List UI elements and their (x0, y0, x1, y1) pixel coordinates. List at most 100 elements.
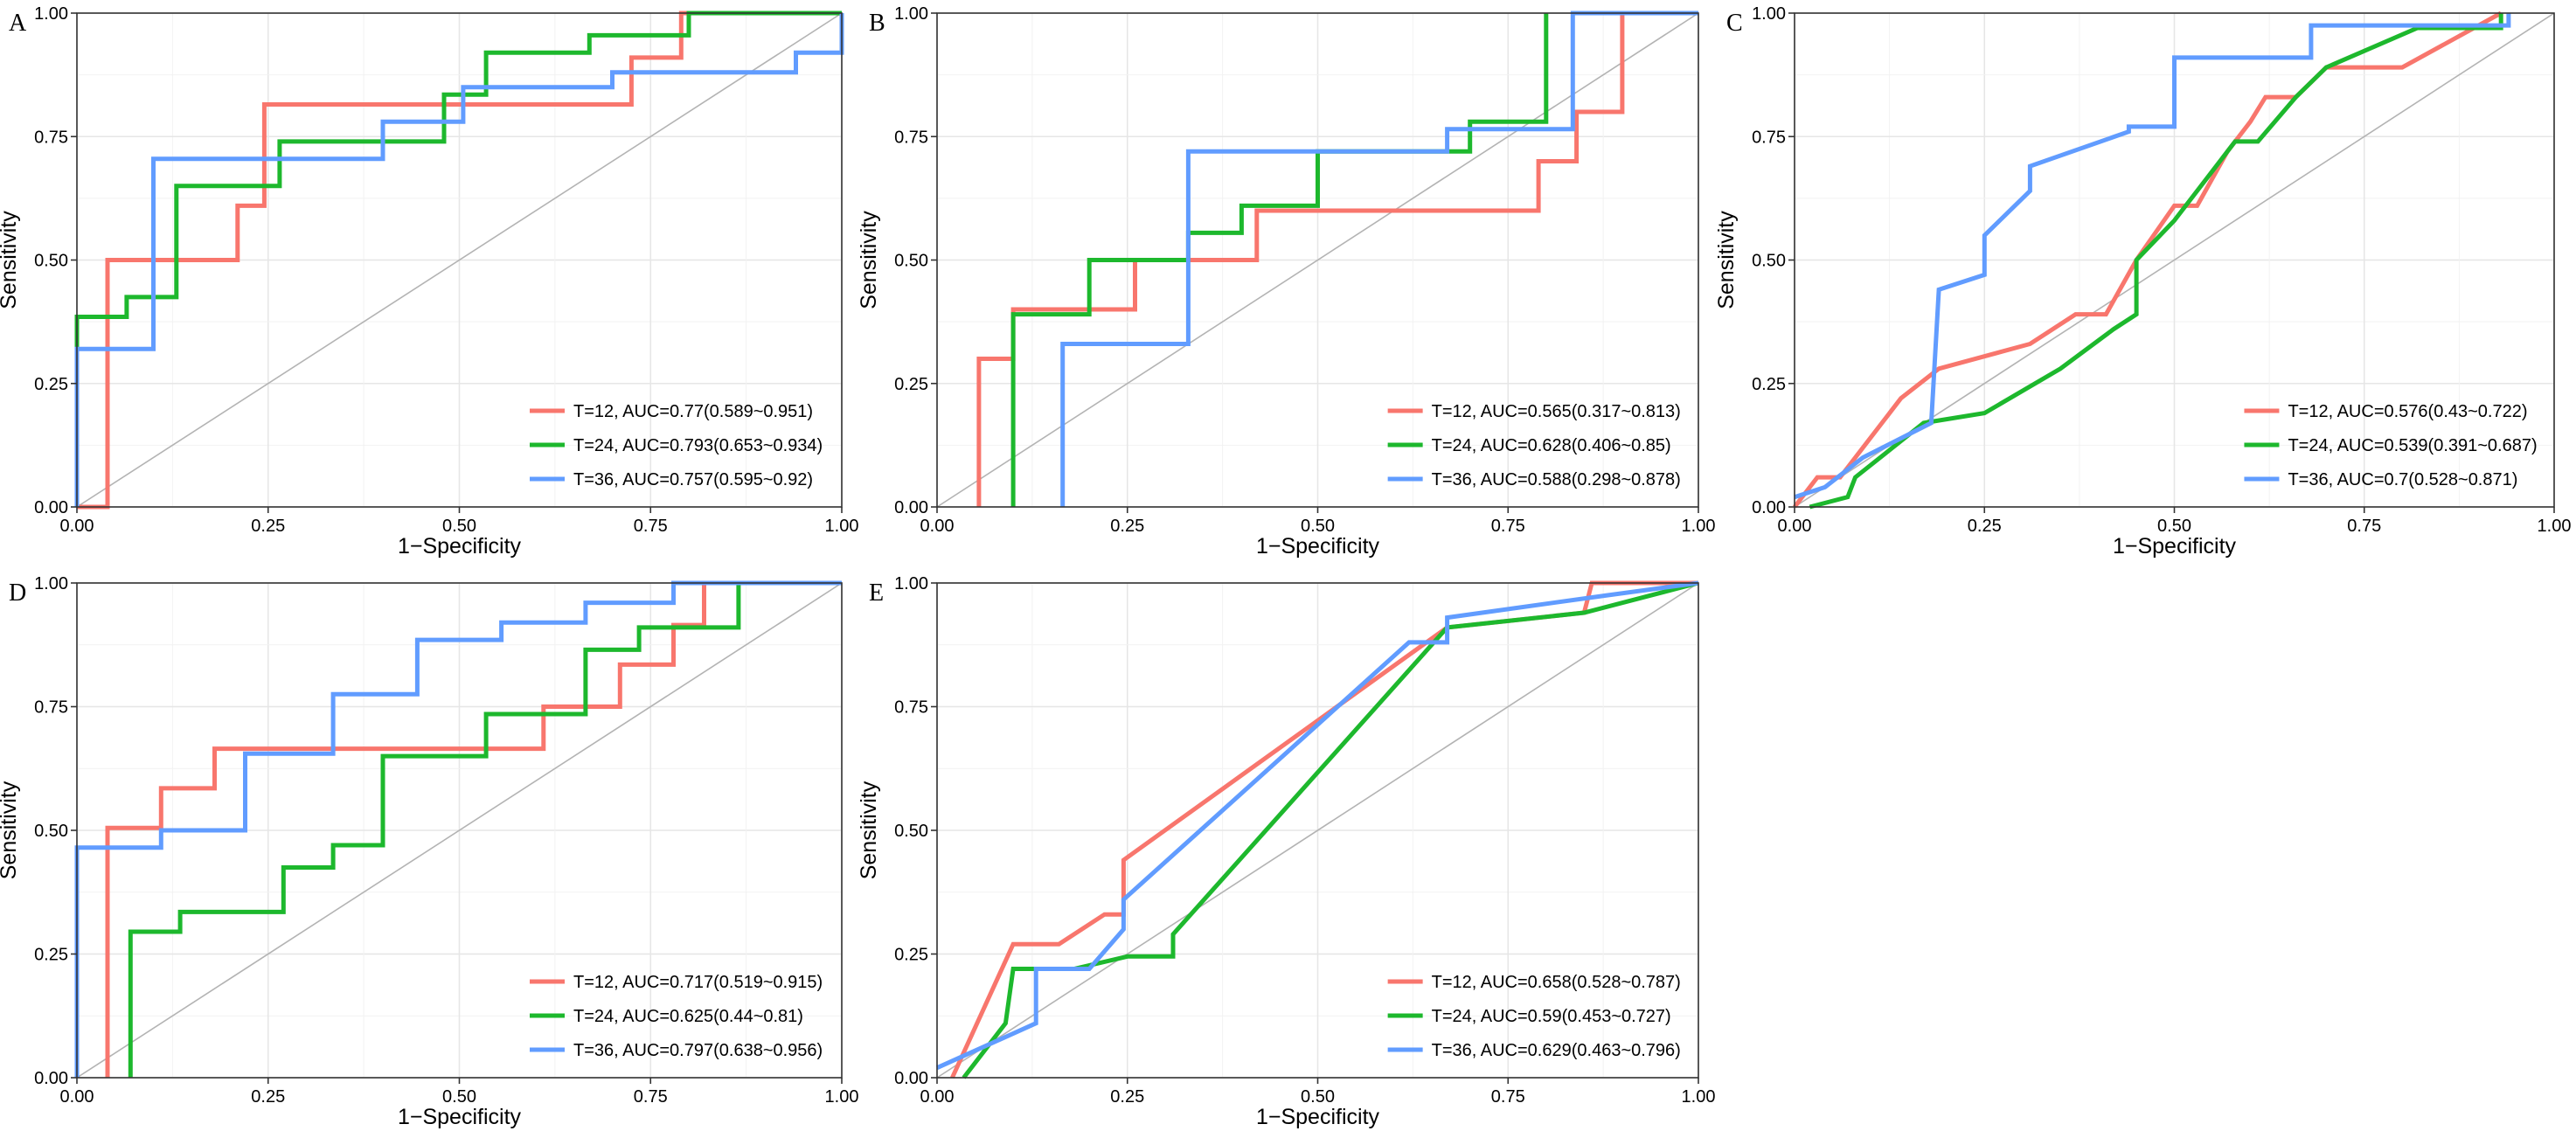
panel-a: 0.00 0.25 0.50 0.75 1.00 0.00 0.25 0.50 0.75 1.00… (0, 4, 858, 559)
legend-label: T=24, AUC=0.539(0.391~0.687) (2288, 436, 2537, 455)
x-tick-label: 0.25 (1110, 1087, 1144, 1107)
roc-curve-t24 (74, 10, 842, 507)
y-tick-label: 1.00 (34, 574, 68, 593)
panel-letter: A (9, 10, 27, 37)
x-tick-label: 1.00 (2538, 517, 2572, 536)
y-tick-label: 0.50 (34, 252, 68, 271)
legend-label: T=12, AUC=0.576(0.43~0.722) (2288, 402, 2527, 421)
y-tick-label: 1.00 (34, 4, 68, 24)
roc-curve-t36 (935, 580, 1699, 1070)
y-tick-label: 0.75 (1752, 128, 1786, 147)
legend: T=12, AUC=0.77(0.589~0.951) T=24, AUC=0.7… (530, 402, 823, 489)
x-tick-label: 0.00 (60, 1087, 94, 1107)
x-axis-title: 1−Specificity (1256, 534, 1380, 559)
x-tick-label: 1.00 (825, 517, 859, 536)
y-tick-label: 0.00 (34, 498, 68, 517)
legend-label: T=24, AUC=0.793(0.653~0.934) (573, 436, 823, 455)
legend: T=12, AUC=0.717(0.519~0.915) T=24, AUC=0.… (530, 973, 823, 1060)
y-tick-label: 0.25 (894, 375, 928, 394)
panel-letter: D (9, 579, 26, 607)
x-tick-label: 0.75 (634, 517, 668, 536)
x-tick-label: 0.25 (251, 517, 285, 536)
x-tick-label: 1.00 (825, 1087, 859, 1107)
y-tick-label: 0.50 (34, 822, 68, 841)
roc-curve-t12 (77, 10, 842, 510)
x-tick-label: 0.75 (634, 1087, 668, 1107)
y-tick-label: 0.75 (34, 698, 68, 718)
roc-curve-t24 (128, 583, 741, 1078)
panel-b: 0.00 0.25 0.50 0.75 1.00 0.00 0.25 0.50 0.75 1.00… (857, 4, 1715, 559)
y-tick-label: 0.25 (34, 946, 68, 965)
y-axis-title: Sensitivity (1714, 211, 1739, 309)
x-axis-title: 1−Specificity (1256, 1105, 1380, 1129)
panel-letter: E (869, 579, 884, 607)
legend-label: T=24, AUC=0.59(0.453~0.727) (1432, 1007, 1671, 1026)
roc-curve-t36 (1794, 13, 2511, 500)
y-tick-label: 0.50 (894, 822, 928, 841)
legend: T=12, AUC=0.576(0.43~0.722) T=24, AUC=0.5… (2244, 402, 2538, 489)
y-axis-title: Sensitivity (0, 211, 21, 309)
roc-curve-t36 (1060, 10, 1698, 507)
y-tick-label: 0.00 (34, 1069, 68, 1088)
legend-label: T=36, AUC=0.797(0.638~0.956) (573, 1041, 823, 1060)
y-tick-label: 0.50 (1752, 252, 1786, 271)
panel-d: 0.00 0.25 0.50 0.75 1.00 0.00 0.25 0.50 0.75 1.00… (0, 574, 858, 1129)
x-tick-label: 0.00 (920, 1087, 955, 1107)
y-tick-label: 0.00 (894, 498, 928, 517)
legend-label: T=12, AUC=0.77(0.589~0.951) (573, 402, 813, 421)
x-tick-label: 0.50 (2157, 517, 2191, 536)
y-tick-label: 1.00 (894, 4, 928, 24)
y-tick-label: 0.25 (894, 946, 928, 965)
legend-label: T=12, AUC=0.565(0.317~0.813) (1432, 402, 1681, 421)
y-axis-title: Sensitivity (857, 781, 881, 879)
y-tick-label: 0.25 (1752, 375, 1786, 394)
x-tick-label: 0.50 (442, 517, 476, 536)
roc-curve-t24 (1010, 13, 1549, 507)
legend-label: T=36, AUC=0.588(0.298~0.878) (1432, 470, 1681, 489)
x-tick-label: 0.75 (1491, 517, 1525, 536)
x-tick-label: 0.75 (1491, 1087, 1525, 1107)
x-tick-label: 0.50 (1301, 517, 1335, 536)
legend-label: T=12, AUC=0.717(0.519~0.915) (573, 973, 823, 992)
x-tick-label: 0.25 (251, 1087, 285, 1107)
x-tick-label: 0.50 (1301, 1087, 1335, 1107)
y-axis-title: Sensitivity (0, 781, 21, 879)
panel-letter: B (869, 10, 885, 37)
panel-letter: C (1726, 10, 1743, 37)
x-tick-label: 0.00 (60, 517, 94, 536)
legend: T=12, AUC=0.658(0.528~0.787) T=24, AUC=0.… (1387, 973, 1681, 1060)
reference-diagonal (76, 12, 843, 508)
y-tick-label: 0.75 (34, 128, 68, 147)
x-axis-title: 1−Specificity (2113, 534, 2237, 559)
legend-label: T=24, AUC=0.628(0.406~0.85) (1432, 436, 1671, 455)
legend: T=12, AUC=0.565(0.317~0.813) T=24, AUC=0.… (1387, 402, 1681, 489)
x-tick-label: 0.75 (2347, 517, 2381, 536)
legend-label: T=36, AUC=0.757(0.595~0.92) (573, 470, 813, 489)
roc-curve-t36 (74, 13, 844, 507)
roc-curve-t36 (74, 580, 842, 1078)
y-tick-label: 0.00 (1752, 498, 1786, 517)
y-tick-label: 1.00 (894, 574, 928, 593)
panel-e: 0.00 0.25 0.50 0.75 1.00 0.00 0.25 0.50 0.75 1.00… (857, 574, 1715, 1129)
y-tick-label: 0.00 (894, 1069, 928, 1088)
y-axis-title: Sensitivity (857, 211, 881, 309)
y-tick-label: 0.75 (894, 128, 928, 147)
legend-label: T=24, AUC=0.625(0.44~0.81) (573, 1007, 803, 1026)
panel-c: 0.00 0.25 0.50 0.75 1.00 0.00 0.25 0.50 0.75 1.00… (1714, 4, 2571, 559)
roc-curve-t24 (962, 580, 1699, 1079)
x-tick-label: 1.00 (1682, 1087, 1716, 1107)
x-tick-label: 0.25 (1968, 517, 2002, 536)
legend-label: T=36, AUC=0.629(0.463~0.796) (1432, 1041, 1681, 1060)
x-tick-label: 0.00 (1778, 517, 1812, 536)
reference-diagonal (76, 582, 843, 1079)
x-tick-label: 0.25 (1110, 517, 1144, 536)
x-axis-title: 1−Specificity (398, 534, 522, 559)
x-tick-label: 0.50 (442, 1087, 476, 1107)
x-tick-label: 1.00 (1682, 517, 1716, 536)
y-tick-label: 0.50 (894, 252, 928, 271)
roc-curve-t12 (105, 583, 706, 1078)
y-tick-label: 0.75 (894, 698, 928, 718)
x-tick-label: 0.00 (920, 517, 955, 536)
reference-diagonal (936, 582, 1699, 1079)
